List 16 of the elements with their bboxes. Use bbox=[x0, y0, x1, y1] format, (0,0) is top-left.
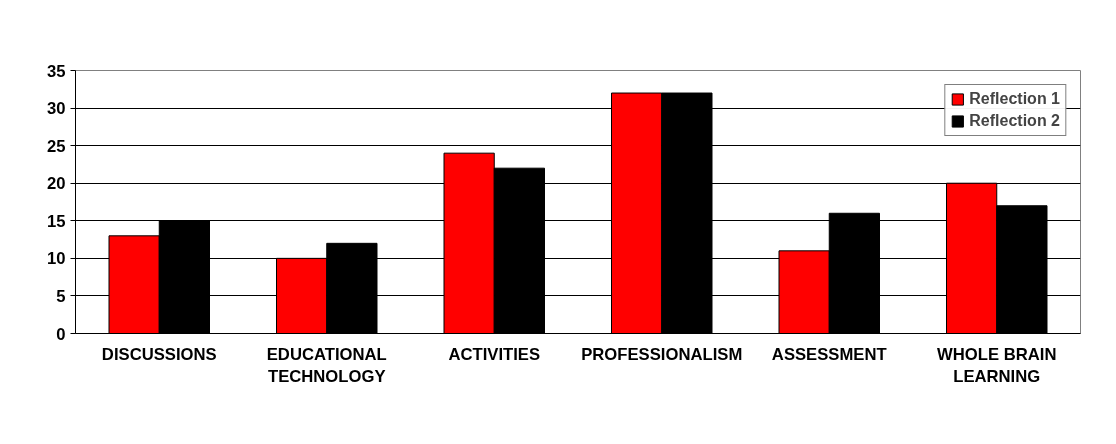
y-tick-label: 15 bbox=[46, 211, 66, 231]
x-tick-label: EDUCATIONAL TECHNOLOGY bbox=[266, 344, 387, 387]
x-tick-label: ASSESSMENT bbox=[771, 344, 887, 364]
x-tick-label: ACTIVITIES bbox=[448, 344, 541, 364]
x-tick-label: PROFESSIONALISM bbox=[581, 344, 743, 364]
x-tick-label: WHOLE BRAIN LEARNING bbox=[937, 344, 1057, 387]
legend-label: Reflection 2 bbox=[969, 112, 1060, 130]
x-tick-label: DISCUSSIONS bbox=[101, 344, 217, 364]
y-tick-label: 25 bbox=[46, 136, 66, 156]
y-tick-label: 0 bbox=[56, 324, 66, 344]
y-tick-label: 35 bbox=[46, 61, 66, 81]
y-tick-label: 10 bbox=[46, 249, 66, 269]
y-tick-label: 20 bbox=[46, 174, 66, 194]
y-tick-label: 30 bbox=[46, 99, 66, 119]
legend-label: Reflection 1 bbox=[969, 90, 1060, 108]
y-tick-label: 5 bbox=[56, 286, 66, 306]
